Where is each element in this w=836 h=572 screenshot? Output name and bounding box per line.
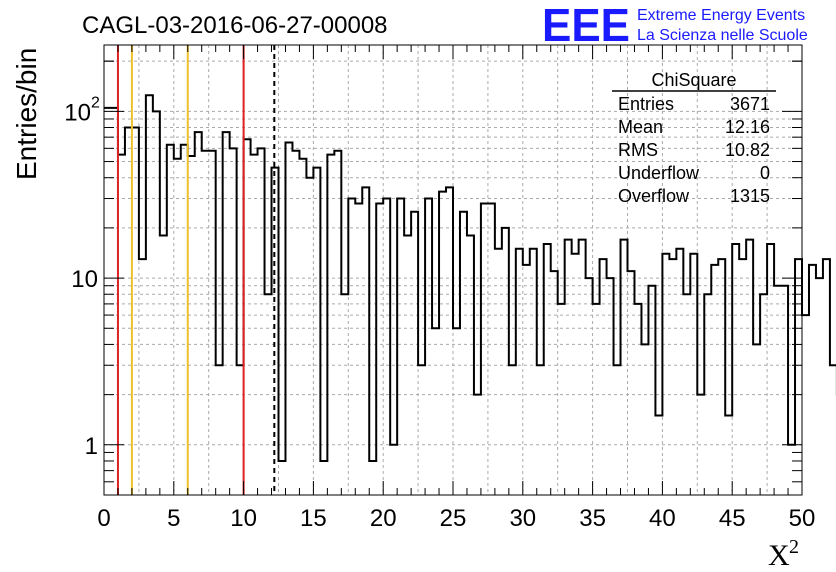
stats-row-label: Mean <box>618 117 663 137</box>
x-tick-label: 20 <box>370 505 397 532</box>
x-axis-label: X <box>768 539 790 572</box>
x-tick-label: 15 <box>300 505 327 532</box>
y-tick-label: 10 <box>71 266 98 293</box>
histogram-outline <box>104 94 836 462</box>
x-tick-label: 50 <box>789 505 816 532</box>
x-tick-label: 5 <box>167 505 180 532</box>
x-tick-label: 25 <box>440 505 467 532</box>
eee-logo: EEE Extreme Energy Events La Scienza nel… <box>542 0 808 51</box>
x-tick-label: 0 <box>97 505 110 532</box>
logo-mark: EEE <box>542 0 630 51</box>
stats-row-label: RMS <box>618 140 658 160</box>
stats-row-value: 0 <box>760 163 770 183</box>
x-tick-labels: 0 5 10 15 20 25 30 35 40 45 50 <box>97 505 815 532</box>
y-tick-label-superscript: 2 <box>91 94 100 111</box>
x-tick-label: 45 <box>719 505 746 532</box>
stats-title: ChiSquare <box>651 70 736 90</box>
y-tick-label: 10 <box>64 99 91 126</box>
stats-row-label: Entries <box>618 94 674 114</box>
x-tick-label: 40 <box>649 505 676 532</box>
stats-box: ChiSquare Entries 3671 Mean 12.16 RMS 10.82 Un… <box>612 70 776 206</box>
stats-row-label: Overflow <box>618 186 690 206</box>
y-tick-label: 1 <box>85 433 98 460</box>
y-axis-label: Entries/bin <box>11 48 42 180</box>
x-tick-label: 10 <box>230 505 257 532</box>
chart-title: CAGL-03-2016-06-27-00008 <box>82 12 388 39</box>
stats-row-value: 1315 <box>730 186 770 206</box>
stats-row-value: 10.82 <box>725 140 770 160</box>
logo-line-1: Extreme Energy Events <box>637 7 805 24</box>
axis-ticks <box>103 45 803 496</box>
stats-row-value: 12.16 <box>725 117 770 137</box>
stats-row-label: Underflow <box>618 163 700 183</box>
logo-line-2: La Scienza nelle Scuole <box>637 27 808 44</box>
x-tick-label: 30 <box>509 505 536 532</box>
x-axis-label-superscript: 2 <box>789 536 799 558</box>
stats-row-value: 3671 <box>730 94 770 114</box>
cut-lines <box>116 45 276 495</box>
x-tick-label: 35 <box>579 505 606 532</box>
